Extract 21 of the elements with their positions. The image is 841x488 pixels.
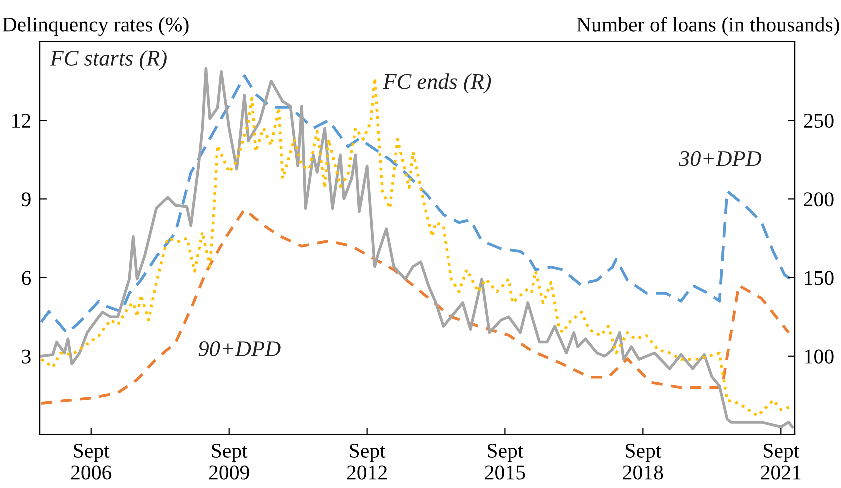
series-label: FC starts (R) xyxy=(50,50,167,70)
y-tick-label: 9 xyxy=(22,192,31,207)
x-tick-label: Sept 2015 xyxy=(485,444,526,480)
y2-tick-label: 100 xyxy=(805,350,834,364)
y2-tick-label: 250 xyxy=(804,114,834,128)
series-label: 30+DPD xyxy=(678,151,762,166)
y-tick-label: 3 xyxy=(22,350,31,364)
y-tick-label: 12 xyxy=(12,114,31,128)
y-axis-title: Delinquency rates (%) xyxy=(2,17,189,36)
y2-tick-label: 150 xyxy=(805,271,834,286)
x-tick-label: Sept 2018 xyxy=(623,444,664,480)
series-label: 90+DPD xyxy=(198,341,281,356)
y-tick-label: 6 xyxy=(22,271,32,286)
x-tick-label: Sept 2012 xyxy=(347,444,388,480)
x-tick-label: Sept 2021 xyxy=(761,444,801,480)
y2-tick-label: 200 xyxy=(804,192,834,207)
x-tick-label: Sept 2006 xyxy=(71,444,112,480)
x-tick-label: Sept 2009 xyxy=(209,444,250,480)
series-label: FC ends (R) xyxy=(383,74,492,94)
line-series xyxy=(40,208,790,405)
y2-axis-title: Number of loans (in thousands) xyxy=(577,17,840,36)
